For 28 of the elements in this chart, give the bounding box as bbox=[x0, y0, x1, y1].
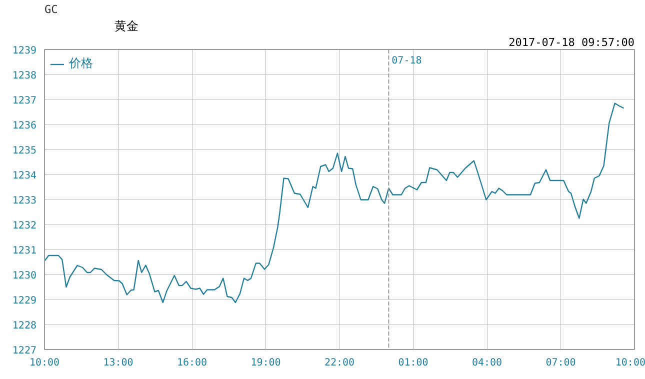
x-tick-label: 19:00 bbox=[250, 358, 281, 368]
ref-line-label: 07-18 bbox=[392, 56, 422, 66]
x-tick-label: 22:00 bbox=[324, 358, 355, 368]
y-tick-label: 1235 bbox=[12, 146, 37, 156]
x-tick-label: 07:00 bbox=[546, 358, 576, 368]
y-tick-label: 1227 bbox=[12, 346, 37, 356]
x-tick-label: 04:00 bbox=[472, 358, 502, 368]
x-tick-label: 10:00 bbox=[615, 358, 645, 368]
chart-title: GC bbox=[44, 3, 58, 16]
x-tick-label: 13:00 bbox=[103, 358, 134, 368]
y-tick-label: 1239 bbox=[12, 46, 37, 56]
y-tick-label: 1229 bbox=[12, 296, 37, 306]
y-tick-label: 1232 bbox=[12, 220, 37, 232]
text: 2017-07-18 09:57:00 bbox=[508, 36, 635, 49]
chart-subtitle: 黄金 bbox=[114, 19, 138, 33]
y-tick-label: 1236 bbox=[12, 120, 37, 132]
legend-label: 价格 bbox=[69, 55, 93, 72]
y-tick-label: 1234 bbox=[12, 170, 37, 182]
y-tick-label: 1230 bbox=[12, 270, 37, 282]
x-tick-label: 01:00 bbox=[398, 358, 428, 368]
y-tick-label: 1237 bbox=[12, 96, 37, 106]
x-tick-label: 10:00 bbox=[29, 358, 60, 368]
y-tick-label: 1238 bbox=[12, 70, 37, 82]
y-tick-label: 1233 bbox=[12, 196, 37, 206]
y-tick-label: 1228 bbox=[12, 320, 37, 332]
x-tick-label: 16:00 bbox=[176, 358, 208, 368]
y-tick-label: 1231 bbox=[12, 246, 37, 256]
line-series bbox=[44, 102, 624, 304]
